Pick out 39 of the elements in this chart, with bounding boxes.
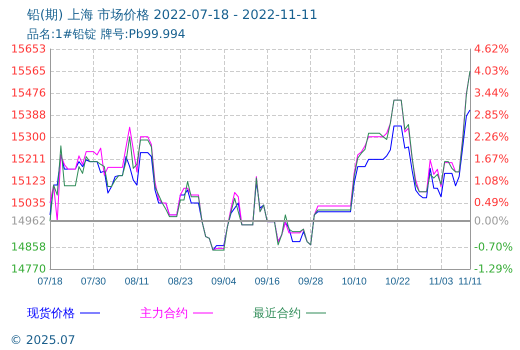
y-tick-label: 14962: [11, 214, 46, 228]
y2-tick-label: 0.49%: [474, 196, 509, 210]
y-tick-label: 15476: [11, 86, 46, 100]
y-tick-label: 15211: [11, 152, 46, 166]
legend-label: 现货价格: [27, 306, 75, 320]
y-tick-label: 14770: [11, 262, 46, 276]
y2-tick-label: 1.08%: [474, 174, 509, 188]
y-tick-label: 14858: [11, 240, 46, 254]
legend-label: 主力合约: [140, 306, 188, 320]
chart-subtitle: 品名:1#铅锭 牌号:Pb99.994: [27, 27, 186, 41]
x-tick-label: 09/16: [254, 276, 280, 288]
y-tick-label: 15035: [11, 196, 46, 210]
x-tick-label: 09/28: [298, 276, 324, 288]
y2-tick-label: 4.62%: [474, 42, 509, 56]
chart-title: 铅(期) 上海 市场价格 2022-07-18 - 2022-11-11: [26, 8, 318, 23]
y2-tick-label: 2.26%: [474, 130, 509, 144]
x-tick-label: 11/03: [428, 276, 454, 288]
y2-tick-label: 2.85%: [474, 108, 509, 122]
x-tick-label: 07/18: [37, 276, 63, 288]
text: © 2025.07: [10, 333, 76, 347]
y-tick-label: 15123: [11, 174, 46, 188]
y2-tick-label: 3.44%: [474, 86, 509, 100]
y2-tick-label: 4.03%: [474, 64, 509, 78]
x-tick-label: 10/22: [385, 276, 411, 288]
x-tick-label: 10/10: [342, 276, 368, 288]
y-tick-label: 15653: [11, 42, 46, 56]
y-tick-label: 15388: [11, 108, 46, 122]
legend-label: 最近合约: [253, 306, 301, 320]
x-tick-label: 07/30: [80, 276, 106, 288]
x-tick-label: 09/04: [211, 276, 237, 288]
y2-tick-label: -0.70%: [474, 240, 513, 254]
x-tick-label: 08/11: [124, 276, 150, 288]
x-tick-label: 08/23: [168, 276, 194, 288]
y-tick-label: 15565: [11, 64, 46, 78]
y2-tick-label: 0.00%: [474, 214, 509, 228]
y2-tick-label: -1.29%: [474, 262, 513, 276]
x-tick-label: 11/11: [458, 276, 482, 288]
y2-tick-label: 1.67%: [474, 152, 509, 166]
y-tick-label: 15300: [11, 130, 46, 144]
